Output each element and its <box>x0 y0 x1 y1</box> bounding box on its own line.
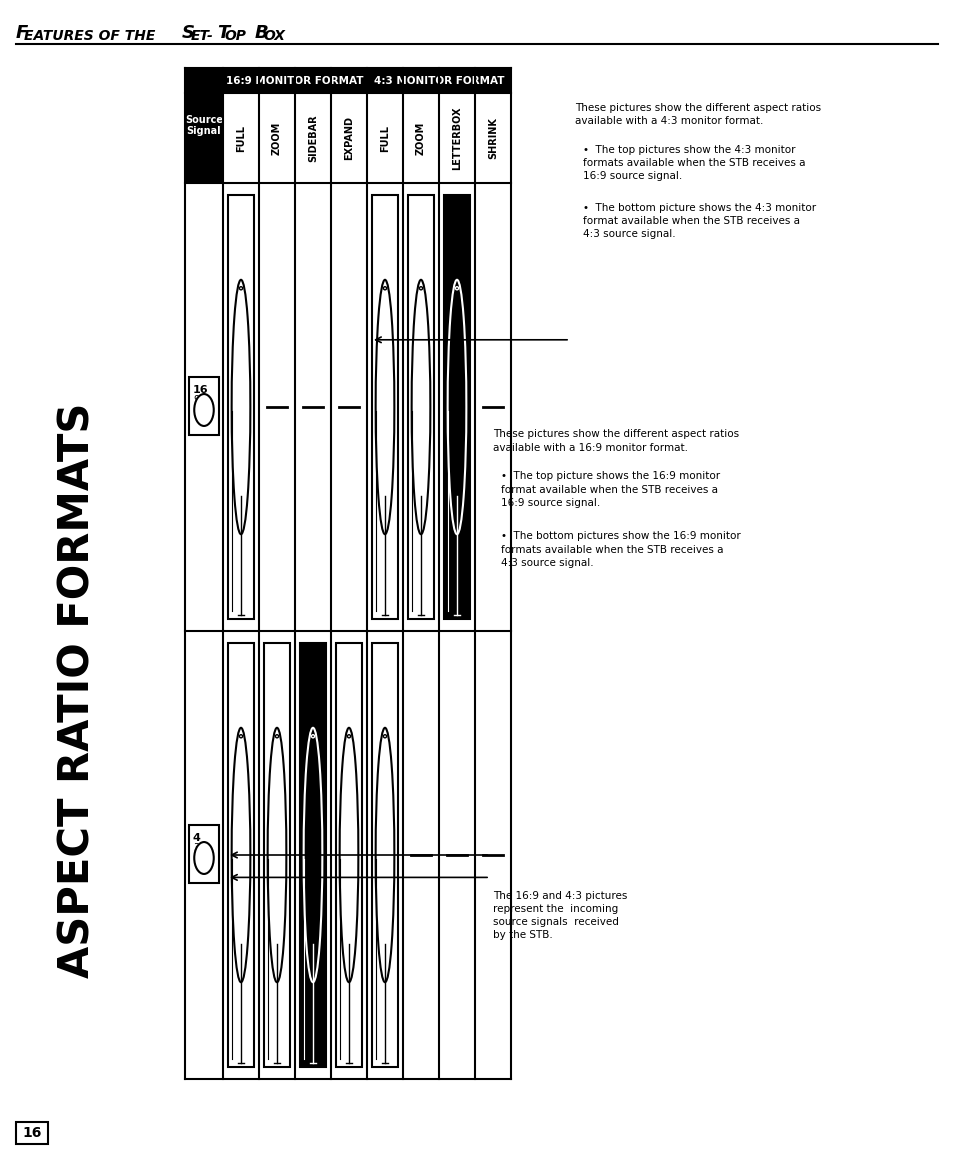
Circle shape <box>383 734 386 738</box>
Bar <box>408 195 434 620</box>
Text: 4:3 MONITOR FORMAT: 4:3 MONITOR FORMAT <box>374 75 504 86</box>
Bar <box>185 68 223 183</box>
Text: •  The top picture shows the 16:9 monitor
format available when the STB receives: • The top picture shows the 16:9 monitor… <box>500 471 720 508</box>
Bar <box>367 68 511 93</box>
Circle shape <box>239 287 242 290</box>
Bar <box>264 643 290 1067</box>
Text: EXPAND: EXPAND <box>344 116 354 160</box>
Bar <box>189 824 219 884</box>
Text: OX: OX <box>264 29 286 43</box>
Text: SIDEBAR: SIDEBAR <box>308 115 317 162</box>
Ellipse shape <box>232 727 250 982</box>
Bar <box>299 643 326 1067</box>
Ellipse shape <box>268 727 286 982</box>
Circle shape <box>419 287 422 290</box>
Bar <box>372 643 397 1067</box>
Bar <box>16 1122 48 1144</box>
Text: 9: 9 <box>193 395 199 405</box>
Text: ET-: ET- <box>191 29 213 43</box>
Text: EATURES OF THE: EATURES OF THE <box>24 29 155 43</box>
Text: SHRINK: SHRINK <box>488 117 497 159</box>
Text: LETTERBOX: LETTERBOX <box>452 107 461 170</box>
Text: T: T <box>216 24 229 42</box>
Circle shape <box>347 734 350 738</box>
Text: 16: 16 <box>193 384 209 395</box>
Circle shape <box>239 734 242 738</box>
Text: S: S <box>182 24 194 42</box>
Ellipse shape <box>375 727 394 982</box>
Circle shape <box>383 287 386 290</box>
Ellipse shape <box>447 280 466 534</box>
Bar <box>189 378 219 435</box>
Circle shape <box>275 734 278 738</box>
Text: ZOOM: ZOOM <box>272 122 282 155</box>
Text: The 16:9 and 4:3 pictures
represent the  incoming
source signals  received
by th: The 16:9 and 4:3 pictures represent the … <box>493 891 627 940</box>
Text: •  The bottom picture shows the 4:3 monitor
format available when the STB receiv: • The bottom picture shows the 4:3 monit… <box>582 203 815 240</box>
Text: FULL: FULL <box>235 125 246 152</box>
Ellipse shape <box>339 727 358 982</box>
Text: ASPECT RATIO FORMATS: ASPECT RATIO FORMATS <box>57 402 99 977</box>
Ellipse shape <box>375 280 394 534</box>
Bar <box>443 195 470 620</box>
Circle shape <box>455 287 458 290</box>
Text: Source
Signal: Source Signal <box>185 115 223 137</box>
Bar <box>335 643 361 1067</box>
Text: These pictures show the different aspect ratios
available with a 16:9 monitor fo: These pictures show the different aspect… <box>493 430 739 453</box>
Text: These pictures show the different aspect ratios
available with a 4:3 monitor for: These pictures show the different aspect… <box>575 103 821 126</box>
Bar <box>228 643 253 1067</box>
Bar <box>372 195 397 620</box>
Bar <box>228 195 253 620</box>
Ellipse shape <box>194 842 213 874</box>
Text: •  The bottom pictures show the 16:9 monitor
formats available when the STB rece: • The bottom pictures show the 16:9 moni… <box>500 532 740 567</box>
Text: 16: 16 <box>22 1126 42 1139</box>
Bar <box>185 68 511 1079</box>
Bar <box>223 68 367 93</box>
Text: OP: OP <box>225 29 247 43</box>
Text: •  The top pictures show the 4:3 monitor
formats available when the STB receives: • The top pictures show the 4:3 monitor … <box>582 145 804 182</box>
Text: 4: 4 <box>193 833 201 843</box>
Ellipse shape <box>411 280 430 534</box>
Text: FULL: FULL <box>379 125 390 152</box>
Ellipse shape <box>303 727 322 982</box>
Text: 16:9 MONITOR FORMAT: 16:9 MONITOR FORMAT <box>226 75 363 86</box>
Circle shape <box>311 734 314 738</box>
Text: B: B <box>254 24 269 42</box>
Ellipse shape <box>194 394 213 426</box>
Text: 3: 3 <box>193 843 199 853</box>
Text: ZOOM: ZOOM <box>416 122 426 155</box>
Ellipse shape <box>232 280 250 534</box>
Text: F: F <box>16 24 29 42</box>
